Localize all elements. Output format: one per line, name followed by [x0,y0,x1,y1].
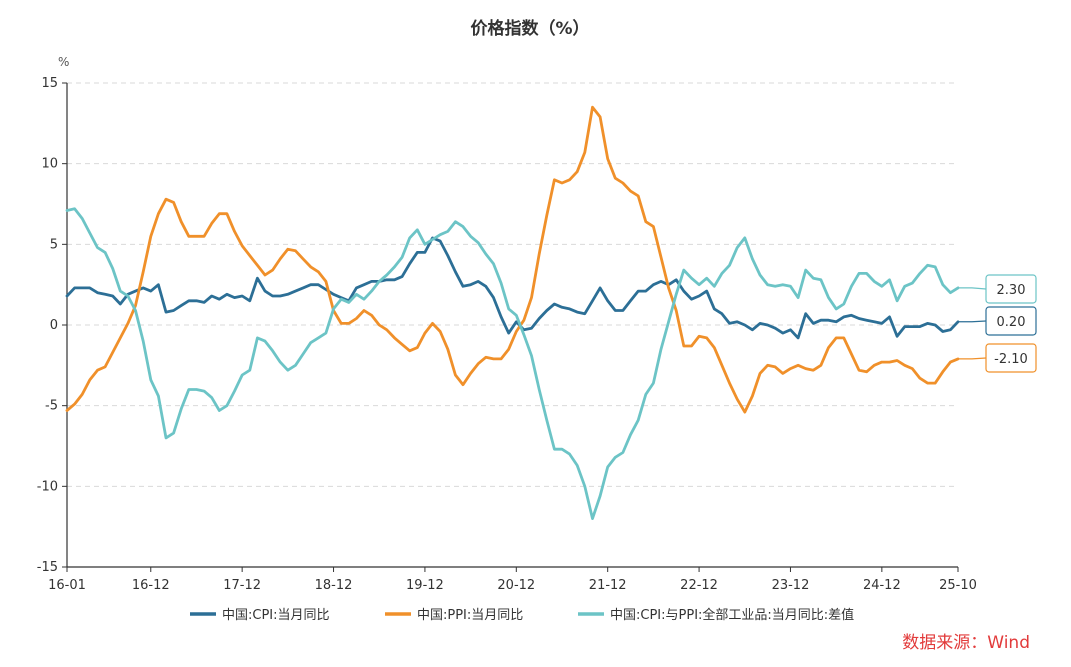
x-tick-label: 16-01 [48,578,86,593]
x-tick-label: 16-12 [132,578,170,593]
x-tick-label: 24-12 [863,578,901,593]
end-label-connector [958,320,987,323]
end-labels: 2.30 0.20 -2.10 [958,274,1037,373]
end-label-connector [958,357,987,360]
x-tick-label: 19-12 [406,578,444,593]
series-lines [65,105,960,520]
legend: 中国:CPI:当月同比 中国:PPI:当月同比 中国:CPI:与PPI:全部工业品:… [190,607,854,623]
x-tick-label: 17-12 [223,578,261,593]
x-tick-label: 20-12 [497,578,535,593]
y-tick-label: 15 [41,76,58,91]
x-tick-label: 21-12 [589,578,627,593]
end-label-connector [958,287,987,290]
x-tick-label: 22-12 [680,578,718,593]
y-tick-label: 0 [50,318,58,333]
y-tick-label: 10 [41,157,58,172]
end-label-box [985,306,1037,336]
end-label: 2.30 [997,283,1026,298]
x-tick-label: 23-12 [772,578,810,593]
y-tick-label: -15 [37,560,58,575]
series-line [65,207,960,520]
y-tick-label: 5 [50,237,58,252]
end-label-box [985,274,1037,304]
chart-title: 价格指数（%） [470,18,589,39]
series-line [65,236,960,340]
legend-label: 中国:CPI:当月同比 [222,608,330,623]
x-tick-label: 25-10 [939,578,977,593]
data-source-note: 数据来源：Wind [902,633,1030,653]
x-tick-label: 18-12 [315,578,353,593]
y-tick-label: -5 [45,399,58,414]
legend-label: 中国:PPI:当月同比 [417,608,523,623]
end-label: -2.10 [994,352,1028,367]
legend-label: 中国:CPI:与PPI:全部工业品:当月同比:差值 [610,607,854,623]
end-label-box [985,343,1037,373]
end-label: 0.20 [997,315,1026,330]
axes: 15 10 5 0 -5 -10 -15 16-01 16-12 17-12 18-12 19-12 2… [37,76,977,593]
y-tick-label: -10 [37,479,58,494]
y-axis-unit: % [58,55,69,69]
series-line [65,105,960,414]
